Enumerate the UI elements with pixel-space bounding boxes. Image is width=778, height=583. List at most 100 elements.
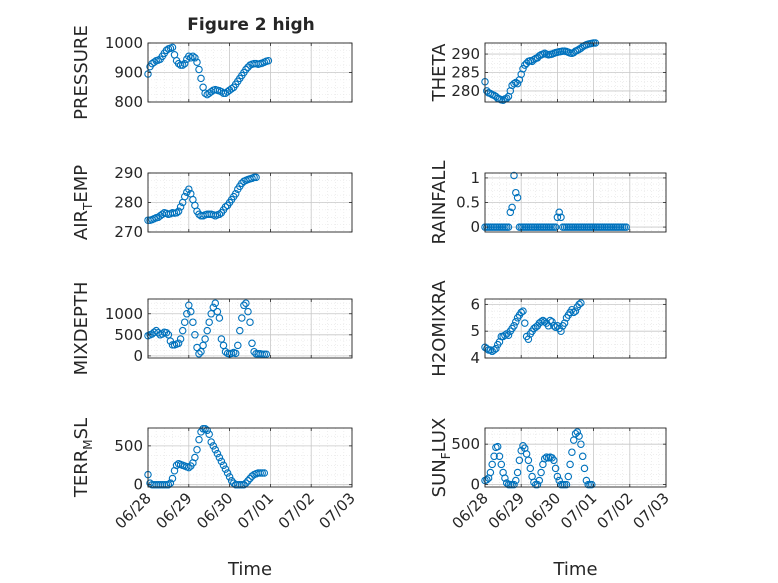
data-point (519, 65, 527, 73)
data-point (569, 308, 578, 317)
data-point (537, 468, 545, 477)
data-point (486, 346, 495, 354)
data-point (566, 460, 574, 469)
data-point (504, 331, 513, 339)
data-point (187, 307, 195, 316)
data-point (217, 457, 226, 466)
subplot-4: 0 0.5 1 RAINFALL (429, 161, 667, 244)
data-point (250, 173, 258, 182)
data-point (490, 452, 498, 461)
data-point (501, 474, 509, 482)
y-label-subscript: M (81, 439, 95, 449)
plot-area (148, 299, 352, 358)
y-tick-label: 0.5 (456, 194, 480, 212)
data-point (221, 465, 230, 473)
data-point (205, 430, 213, 438)
data-point (180, 318, 189, 326)
subplot-6: 4 5 6 H2OMIXRA (429, 280, 667, 377)
data-point (201, 425, 209, 433)
data-point (512, 476, 520, 485)
data-point (174, 207, 183, 216)
data-point (164, 480, 173, 489)
plot-area (148, 428, 352, 487)
y-tick-label: 1000 (105, 305, 143, 323)
data-point (246, 318, 254, 326)
y-tick-label: 0 (133, 476, 143, 494)
data-point (195, 65, 203, 74)
subplot-5: 0 500 1000 MIXDEPTH (71, 282, 353, 375)
data-point (219, 89, 228, 97)
data-point (191, 54, 199, 62)
data-point (199, 341, 207, 350)
data-point (215, 210, 224, 219)
data-point (551, 323, 560, 331)
axes-frame (484, 427, 667, 488)
data-point (231, 349, 240, 358)
data-point (209, 303, 218, 312)
y-axis-label: THETA (429, 43, 450, 103)
subplot-1: 800 900 1000 PRESSURE (71, 25, 353, 120)
data-point (258, 469, 266, 477)
data-point (548, 318, 556, 326)
data-point (573, 428, 582, 436)
data-point (176, 61, 185, 69)
data-point (248, 472, 256, 480)
y-tick-label: 900 (114, 64, 143, 82)
data-point (209, 442, 218, 450)
data-point (246, 474, 254, 483)
data-point (211, 445, 220, 454)
y-label-rest: SL (71, 418, 92, 439)
y-tick-label: 500 (114, 326, 143, 344)
data-point (508, 203, 516, 212)
y-tick-label: 5 (470, 322, 480, 340)
y-label-rest: EMP (71, 165, 92, 203)
data-point (183, 310, 191, 318)
y-tick-label: 1000 (105, 34, 143, 52)
y-tick-label: 0 (470, 476, 480, 494)
y-tick-label: 290 (451, 45, 480, 63)
x-axis-label: Time (227, 559, 272, 580)
data-point (150, 58, 158, 66)
data-point (195, 435, 203, 444)
data-point (217, 335, 226, 343)
y-label-rest: LUX (429, 418, 450, 453)
figure-title: Figure 2 high (187, 15, 315, 35)
data-point (195, 350, 203, 358)
data-point (227, 477, 236, 485)
data-point (575, 432, 583, 440)
data-point (205, 318, 213, 326)
data-point (207, 438, 215, 446)
data-point (513, 468, 522, 477)
data-point (575, 300, 583, 309)
data-point (189, 318, 197, 326)
data-point (187, 54, 195, 62)
data-point (166, 337, 175, 345)
data-point (495, 452, 504, 461)
data-point (203, 326, 211, 335)
data-point (510, 322, 518, 330)
data-point (499, 96, 507, 104)
data-point (588, 480, 596, 489)
data-point (506, 208, 515, 217)
data-point (486, 468, 495, 477)
data-point (502, 479, 511, 487)
data-point (571, 307, 580, 315)
data-point (510, 79, 518, 88)
data-point (540, 318, 549, 326)
data-point (162, 46, 171, 55)
data-point (191, 331, 199, 339)
data-point (555, 208, 563, 217)
y-axis-label: SUNFLUX (429, 418, 453, 498)
data-point (497, 460, 506, 469)
y-tick-label: 280 (451, 82, 480, 100)
data-point (488, 460, 496, 469)
data-point (483, 475, 491, 484)
data-point (174, 339, 183, 348)
data-point (211, 299, 220, 307)
data-point (166, 479, 175, 487)
data-point (524, 456, 533, 465)
y-tick-label: 285 (451, 64, 480, 82)
data-point (201, 335, 209, 343)
data-point (513, 79, 522, 88)
data-point (240, 480, 248, 489)
